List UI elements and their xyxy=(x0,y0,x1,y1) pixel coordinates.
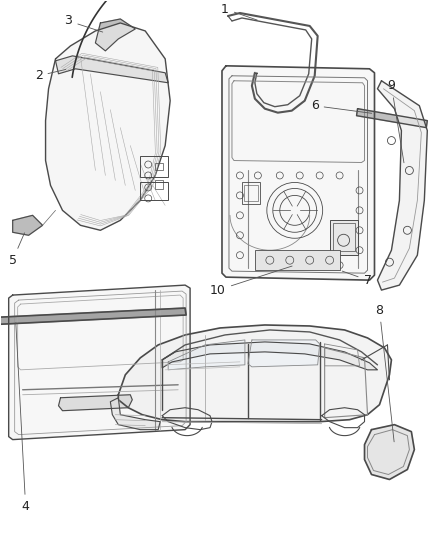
Polygon shape xyxy=(0,308,186,325)
Polygon shape xyxy=(378,81,427,290)
Bar xyxy=(140,182,168,200)
Polygon shape xyxy=(59,395,132,411)
Text: 2: 2 xyxy=(35,69,66,82)
Polygon shape xyxy=(118,325,392,422)
Bar xyxy=(330,220,357,255)
Text: 10: 10 xyxy=(210,266,292,296)
Polygon shape xyxy=(56,56,168,83)
Bar xyxy=(255,250,339,270)
Polygon shape xyxy=(364,425,414,480)
Polygon shape xyxy=(222,66,374,280)
Text: 6: 6 xyxy=(311,99,372,114)
Bar xyxy=(244,185,258,201)
Text: 7: 7 xyxy=(342,271,371,287)
Polygon shape xyxy=(248,340,320,367)
Polygon shape xyxy=(95,19,135,51)
Bar xyxy=(155,163,163,171)
Text: 8: 8 xyxy=(375,303,394,442)
Polygon shape xyxy=(162,342,378,370)
Bar xyxy=(242,182,260,204)
Polygon shape xyxy=(13,215,42,235)
Polygon shape xyxy=(110,398,160,430)
Polygon shape xyxy=(168,340,245,370)
Bar xyxy=(332,223,354,251)
Text: 1: 1 xyxy=(221,3,257,20)
Text: 3: 3 xyxy=(64,14,103,32)
Text: 5: 5 xyxy=(9,233,25,266)
Text: 9: 9 xyxy=(388,79,404,163)
Polygon shape xyxy=(46,23,170,230)
Text: 4: 4 xyxy=(16,323,30,513)
Polygon shape xyxy=(357,109,427,127)
Bar xyxy=(155,181,163,189)
Polygon shape xyxy=(9,285,190,440)
Bar xyxy=(140,156,168,177)
